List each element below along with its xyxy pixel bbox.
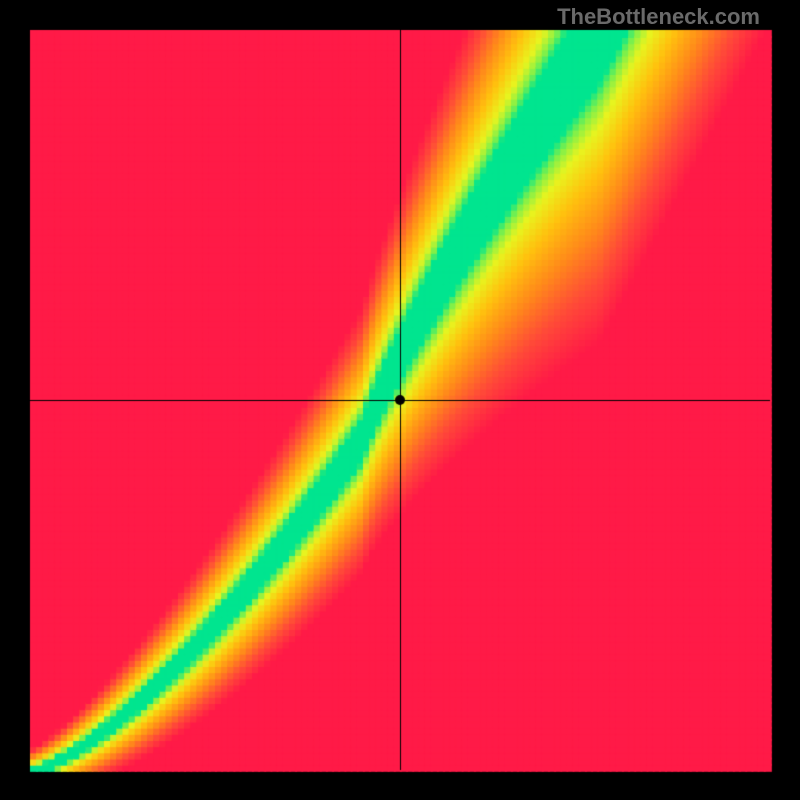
bottleneck-heatmap — [0, 0, 800, 800]
watermark-label: TheBottleneck.com — [557, 4, 760, 30]
chart-container: TheBottleneck.com — [0, 0, 800, 800]
